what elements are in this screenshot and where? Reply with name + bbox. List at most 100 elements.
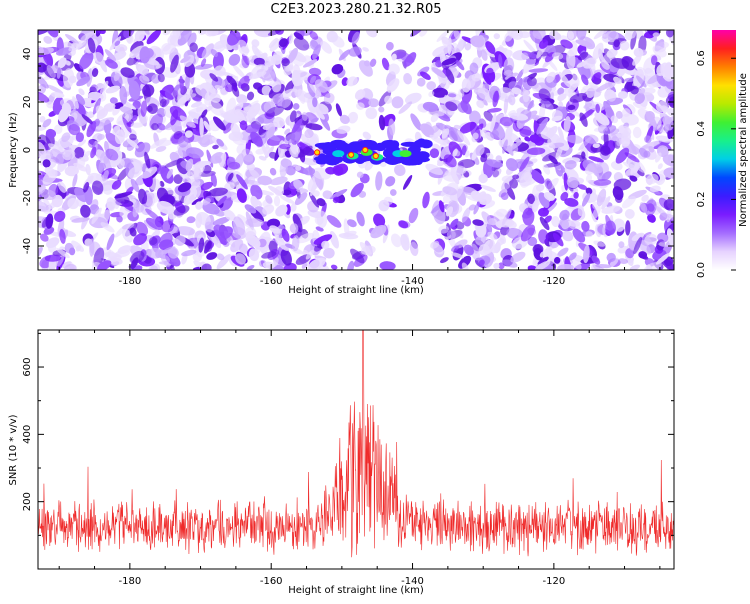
heatmap-blob <box>346 76 358 87</box>
heatmap-blob <box>577 205 585 217</box>
heatmap-blob <box>191 197 204 205</box>
heatmap-blob <box>533 132 552 144</box>
heatmap-blob <box>269 176 288 186</box>
heatmap-blob <box>55 47 73 56</box>
heatmap-blob <box>657 163 663 170</box>
top-x-tick-label: -120 <box>543 276 566 287</box>
heatmap-blob <box>657 85 671 98</box>
heatmap-blob <box>480 129 488 139</box>
top-x-tick-label: -180 <box>119 276 142 287</box>
heatmap-blob <box>527 265 539 270</box>
heatmap-blob <box>273 195 281 207</box>
bottom-x-axis-label: Height of straight line (km) <box>288 585 424 596</box>
heatmap-blob <box>39 233 49 242</box>
heatmap-blob <box>663 198 674 211</box>
heatmap-blob <box>244 204 257 214</box>
heatmap-blob <box>179 75 184 94</box>
heatmap-blob <box>472 219 484 226</box>
heatmap-blob <box>539 251 545 258</box>
heatmap-blob <box>74 187 88 203</box>
heatmap-blob <box>339 114 350 124</box>
top-y-tick-label: 0 <box>22 147 33 153</box>
signal-peak <box>362 146 369 154</box>
heatmap-blob <box>164 90 173 101</box>
heatmap-blob <box>436 30 450 42</box>
heatmap-blob <box>135 221 149 236</box>
heatmap-blob <box>213 116 226 131</box>
heatmap-blob <box>547 59 558 71</box>
heatmap-blob <box>270 54 282 65</box>
heatmap-blob <box>587 163 604 174</box>
heatmap-blob <box>309 40 319 51</box>
bottom-x-tick-label: -160 <box>260 576 283 587</box>
heatmap-blob <box>128 165 143 179</box>
heatmap-blob <box>281 228 290 242</box>
heatmap-cells <box>38 30 674 270</box>
heatmap-blob <box>117 129 125 142</box>
heatmap-blob <box>46 101 54 109</box>
heatmap-blob <box>315 110 325 120</box>
heatmap-blob <box>508 94 516 106</box>
heatmap-blob <box>175 226 196 236</box>
heatmap-blob <box>214 65 226 77</box>
heatmap-blob <box>365 107 378 120</box>
top-x-axis-label: Height of straight line (km) <box>288 285 424 296</box>
heatmap-blob <box>134 30 145 42</box>
heatmap-blob <box>172 30 182 40</box>
heatmap-blob <box>639 202 648 213</box>
heatmap-blob <box>618 241 625 249</box>
heatmap-blob <box>233 216 246 236</box>
heatmap-blob <box>656 75 667 87</box>
heatmap-blob <box>388 63 400 75</box>
heatmap-blob <box>56 135 74 149</box>
heatmap-blob <box>102 184 113 195</box>
heatmap-blob <box>72 173 78 188</box>
top-x-tick-label: -140 <box>401 276 424 287</box>
heatmap-blob <box>283 132 301 144</box>
bottom-plot-frame <box>37 329 675 570</box>
bottom-x-tick-label: -180 <box>119 576 142 587</box>
heatmap-blob <box>612 186 624 201</box>
heatmap-blob <box>388 118 396 136</box>
heatmap-blob <box>177 182 192 193</box>
heatmap-blob <box>255 148 266 155</box>
heatmap-blob <box>140 100 148 117</box>
bottom-x-tick-label: -120 <box>543 576 566 587</box>
heatmap-blob <box>123 30 135 39</box>
heatmap-blob <box>331 63 344 75</box>
heatmap-blob <box>114 40 121 47</box>
heatmap-blob <box>558 71 572 88</box>
heatmap-blob <box>537 256 549 265</box>
heatmap-blob <box>122 223 135 230</box>
heatmap-blob <box>564 197 579 207</box>
heatmap-blob <box>41 216 51 228</box>
heatmap-blob <box>577 184 588 190</box>
heatmap-blob <box>568 108 580 117</box>
heatmap-blob <box>602 125 617 135</box>
heatmap-blob <box>292 213 303 233</box>
heatmap-blob <box>296 188 309 193</box>
heatmap-blob <box>148 237 158 245</box>
heatmap-blob <box>237 39 249 56</box>
heatmap-blob <box>203 120 211 132</box>
signal-peak <box>372 152 379 160</box>
heatmap-blob <box>228 53 241 66</box>
heatmap-blob <box>350 182 364 198</box>
heatmap-blob <box>378 114 386 131</box>
heatmap-blob <box>543 162 561 168</box>
heatmap-blob <box>561 53 568 60</box>
signal-blob <box>408 151 424 161</box>
heatmap-blob <box>112 106 121 116</box>
heatmap-blob <box>81 114 94 125</box>
heatmap-blob <box>534 260 551 270</box>
heatmap-blob <box>492 90 499 108</box>
heatmap-blob <box>133 233 148 246</box>
heatmap-blob <box>128 80 141 101</box>
colorbar-tick-label: 0.4 <box>696 121 707 137</box>
heatmap-blob <box>498 54 503 69</box>
heatmap-blob <box>539 216 550 231</box>
heatmap-blob <box>185 74 190 90</box>
heatmap-blob <box>624 32 633 41</box>
heatmap-blob <box>208 100 224 116</box>
heatmap-blob <box>320 40 333 54</box>
